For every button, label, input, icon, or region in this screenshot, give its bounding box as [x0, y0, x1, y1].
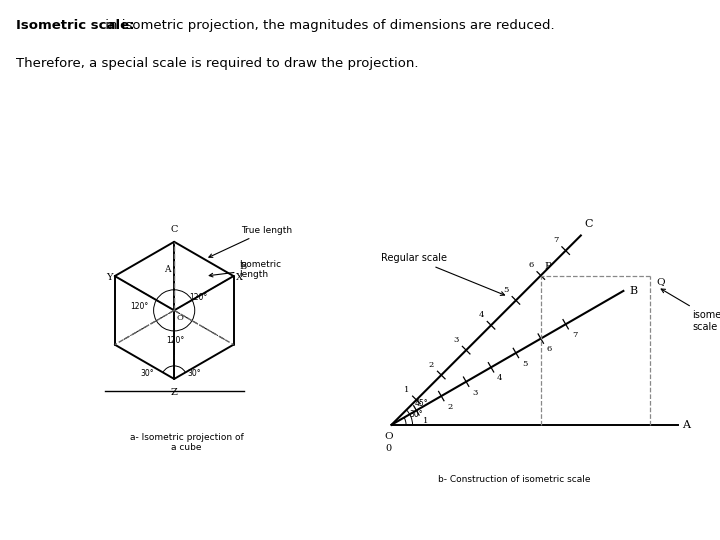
Text: 7: 7: [553, 237, 559, 245]
Text: C: C: [171, 225, 178, 234]
Text: 2: 2: [428, 361, 434, 369]
Text: 4: 4: [497, 374, 503, 382]
Text: P: P: [544, 262, 552, 271]
Text: C: C: [584, 219, 593, 230]
Text: isometric
scale: isometric scale: [661, 289, 720, 332]
Text: 5: 5: [522, 360, 528, 368]
Text: 30°: 30°: [188, 369, 202, 378]
Text: 5: 5: [503, 286, 508, 294]
Text: 1: 1: [404, 386, 409, 394]
Text: A: A: [164, 265, 171, 274]
Text: 0: 0: [385, 444, 392, 453]
Text: Q: Q: [656, 277, 665, 286]
Text: 3: 3: [454, 336, 459, 344]
Text: 45°: 45°: [415, 399, 428, 408]
Text: 120°: 120°: [189, 293, 207, 302]
Text: 30°: 30°: [140, 369, 153, 378]
Text: 4: 4: [478, 311, 484, 319]
Text: Isometric scale:: Isometric scale:: [16, 19, 135, 32]
Text: in isometric projection, the magnitudes of dimensions are reduced.: in isometric projection, the magnitudes …: [101, 19, 554, 32]
Text: X: X: [236, 273, 243, 282]
Text: O: O: [384, 433, 392, 442]
Text: 7: 7: [572, 331, 577, 339]
Text: A: A: [683, 420, 690, 430]
Text: Y: Y: [106, 273, 112, 282]
Text: Z: Z: [171, 388, 178, 397]
Text: a- Isometric projection of
a cube: a- Isometric projection of a cube: [130, 433, 243, 452]
Text: 6: 6: [547, 346, 552, 354]
Text: Isometric
length: Isometric length: [210, 260, 282, 279]
Text: b- Construction of isometric scale: b- Construction of isometric scale: [438, 475, 590, 483]
Text: 30°: 30°: [410, 410, 423, 420]
Text: 6: 6: [528, 261, 534, 269]
Text: 120°: 120°: [166, 336, 184, 346]
Text: 1: 1: [423, 417, 428, 426]
Text: Therefore, a special scale is required to draw the projection.: Therefore, a special scale is required t…: [16, 57, 418, 70]
Text: O: O: [177, 314, 184, 322]
Text: Regular scale: Regular scale: [381, 253, 505, 295]
Text: 2: 2: [447, 403, 453, 411]
Text: 3: 3: [472, 389, 477, 396]
Text: B: B: [239, 261, 246, 271]
Text: B: B: [629, 286, 638, 296]
Text: True length: True length: [209, 226, 293, 258]
Text: 120°: 120°: [130, 302, 148, 312]
